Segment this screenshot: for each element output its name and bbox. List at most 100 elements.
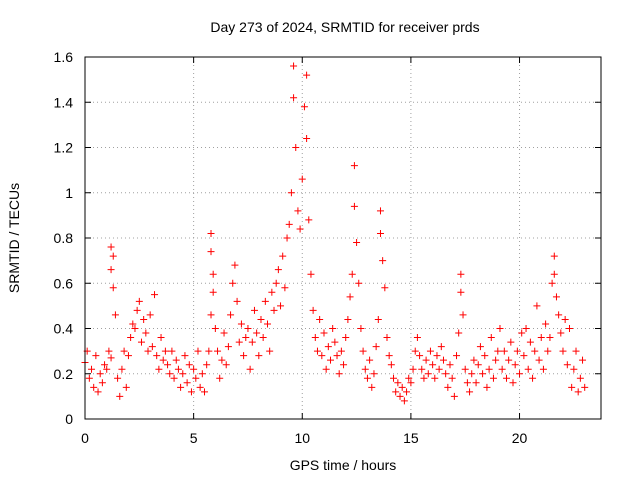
data-point <box>159 356 167 364</box>
data-point <box>550 252 558 260</box>
data-point <box>324 343 332 351</box>
data-point <box>222 361 230 369</box>
data-point <box>170 374 178 382</box>
data-point <box>429 361 437 369</box>
data-point <box>105 347 113 355</box>
data-point <box>446 361 454 369</box>
data-point <box>283 234 291 242</box>
data-point <box>246 365 254 373</box>
data-point <box>151 291 159 299</box>
data-point <box>172 356 180 364</box>
y-tick-label: 1 <box>65 185 73 201</box>
data-point <box>418 365 426 373</box>
data-point <box>496 325 504 332</box>
data-point <box>459 311 467 319</box>
data-point <box>468 370 476 378</box>
data-point <box>216 374 224 382</box>
data-point <box>574 388 582 396</box>
data-point <box>114 374 122 382</box>
data-point <box>346 293 354 301</box>
data-point <box>274 266 282 274</box>
data-point <box>581 383 589 391</box>
data-point <box>109 284 117 292</box>
data-point <box>481 352 489 360</box>
data-point <box>316 315 324 323</box>
y-tick-label: 1.6 <box>54 49 74 65</box>
data-point <box>409 365 417 373</box>
data-point <box>518 329 526 337</box>
data-point <box>579 356 587 364</box>
data-point <box>526 338 534 346</box>
data-point <box>127 334 135 342</box>
data-point <box>416 352 424 360</box>
data-point <box>461 365 469 373</box>
data-point <box>498 365 506 373</box>
data-point <box>370 370 378 378</box>
data-point <box>181 352 189 360</box>
y-axis-label: SRMTID / TECUs <box>6 183 22 293</box>
data-point <box>250 306 258 314</box>
axis-ticks: 0 0.2 0.4 0.6 0.8 1 1.2 1.4 1.6 0 5 10 15 20 <box>54 49 601 446</box>
data-point <box>485 365 493 373</box>
data-point <box>535 356 543 364</box>
data-point <box>455 329 463 337</box>
data-point <box>270 306 278 314</box>
data-point <box>257 315 265 323</box>
data-point <box>140 315 148 323</box>
data-point <box>111 311 119 319</box>
data-point <box>494 347 502 355</box>
data-point <box>168 347 176 355</box>
data-point <box>442 370 450 378</box>
data-point <box>513 347 521 355</box>
data-point <box>383 334 391 342</box>
data-point <box>348 270 356 278</box>
data-point <box>363 374 371 382</box>
data-point <box>233 297 241 305</box>
data-point <box>396 392 404 400</box>
data-point <box>205 347 213 355</box>
data-point <box>303 71 311 79</box>
data-point <box>218 356 226 364</box>
y-tick-label: 0 <box>65 411 73 427</box>
data-point <box>285 220 293 228</box>
data-point <box>483 383 491 391</box>
data-point <box>207 311 215 319</box>
data-point <box>313 347 321 355</box>
data-point <box>563 361 571 369</box>
data-point <box>472 379 480 387</box>
data-point <box>544 347 552 355</box>
data-point <box>407 379 415 387</box>
data-point <box>107 354 115 362</box>
data-point <box>292 144 300 151</box>
data-point <box>255 352 263 360</box>
data-point <box>335 370 343 378</box>
data-point <box>101 361 109 369</box>
x-tick-label: 0 <box>81 430 89 446</box>
data-point <box>187 388 195 396</box>
data-point <box>439 356 447 364</box>
data-point <box>268 288 276 296</box>
data-point <box>164 361 172 369</box>
data-point <box>129 320 137 328</box>
data-point <box>107 243 115 251</box>
data-point <box>453 352 461 360</box>
data-point <box>194 347 202 355</box>
data-point <box>437 343 445 351</box>
data-point <box>457 288 465 296</box>
data-point <box>179 370 187 378</box>
data-point <box>390 374 398 382</box>
data-point <box>561 315 569 323</box>
x-tick-label: 10 <box>294 430 310 446</box>
data-point <box>394 379 402 387</box>
data-point <box>192 374 200 382</box>
data-point <box>329 325 337 332</box>
data-point <box>355 279 363 287</box>
data-point <box>211 325 219 332</box>
data-point <box>242 334 250 342</box>
data-point <box>259 334 267 342</box>
x-tick-label: 5 <box>190 430 198 446</box>
data-point <box>224 343 232 351</box>
data-point <box>320 329 328 337</box>
data-point <box>264 320 272 328</box>
